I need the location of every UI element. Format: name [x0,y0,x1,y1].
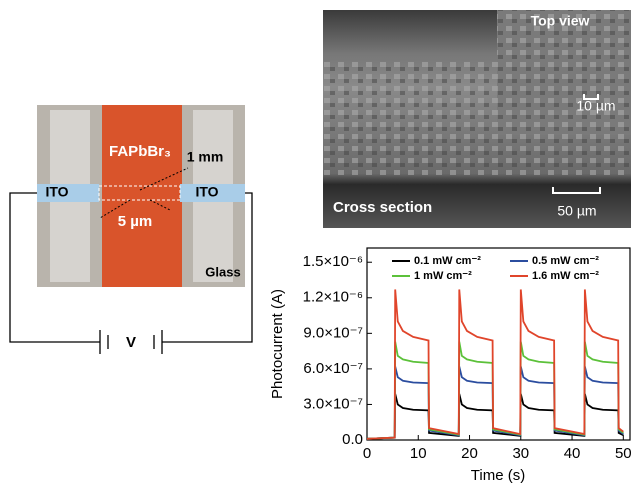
y-tick-label: 6.0×10⁻⁷ [303,360,363,377]
legend-label: 1 mW cm⁻² [414,270,472,282]
gap-label: 5 µm [118,213,153,230]
electrode-label: ITO [45,184,68,200]
length-label: 1 mm [187,149,224,165]
sem-inset-texture [497,10,631,135]
substrate-label: Glass [205,264,240,279]
source-label: V [126,334,136,351]
x-tick-label: 50 [615,445,631,462]
series-line [367,289,623,438]
device-photo: FAPbBr₃ 1 mm 5 µm ITO ITO Glass [37,105,245,287]
x-tick-label: 30 [512,445,529,462]
legend-label: 0.5 mW cm⁻² [532,255,599,267]
legend-label: 1.6 mW cm⁻² [532,270,599,282]
sem-image: Top view 10 µm Cross section 50 µm [323,10,631,228]
y-tick-label: 1.5×10⁻⁶ [303,253,363,270]
legend-label: 0.1 mW cm⁻² [414,255,481,267]
y-tick-label: 3.0×10⁻⁷ [303,395,363,412]
y-tick-label: 1.2×10⁻⁶ [303,289,363,306]
y-tick-label: 9.0×10⁻⁷ [303,324,363,341]
perovskite-film [102,105,182,287]
x-tick-label: 0 [363,445,371,462]
electrode-label: ITO [195,184,218,200]
x-tick-label: 10 [410,445,427,462]
material-label: FAPbBr₃ [109,143,171,160]
figure: FAPbBr₃ 1 mm 5 µm ITO ITO Glass V Top vi… [0,0,631,486]
y-axis-title: Photocurrent (A) [269,289,286,399]
main-scale: 50 µm [557,203,596,219]
inset-label: Top view [531,13,590,29]
x-axis-title: Time (s) [471,467,525,484]
main-label: Cross section [333,199,432,216]
x-tick-label: 20 [461,445,478,462]
y-tick-label: 0.0 [342,431,363,448]
inset-scale: 10 µm [576,98,615,114]
x-tick-label: 40 [564,445,581,462]
